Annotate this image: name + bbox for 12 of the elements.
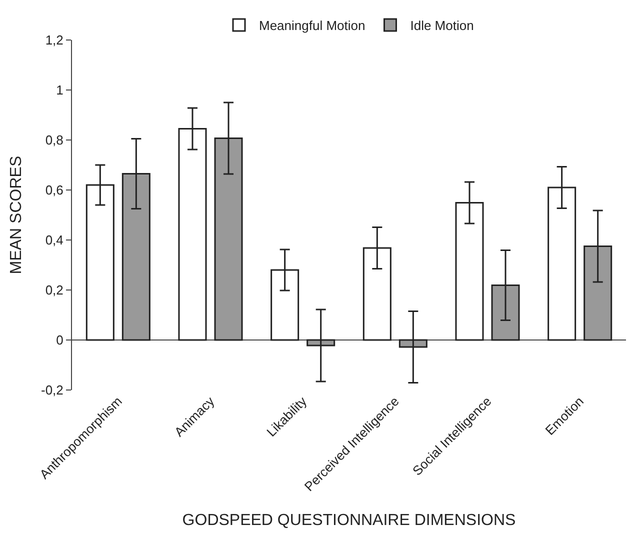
y-axis-title: MEAN SCORES (8, 156, 25, 274)
legend-label: Idle Motion (410, 18, 474, 34)
y-tick-label: 0,2 (45, 282, 64, 298)
y-tick-label: 0,8 (45, 132, 64, 148)
y-tick-label: 0,4 (45, 232, 64, 248)
y-tick-label: 1 (56, 82, 64, 98)
y-tick-label: 0 (56, 332, 64, 348)
y-tick-label: 1,2 (45, 32, 64, 48)
y-tick-label: -0,2 (40, 382, 64, 398)
x-axis-title: GODSPEED QUESTIONNAIRE DIMENSIONS (182, 512, 516, 529)
legend-label: Meaningful Motion (259, 18, 366, 34)
y-tick-label: 0,6 (45, 182, 64, 198)
